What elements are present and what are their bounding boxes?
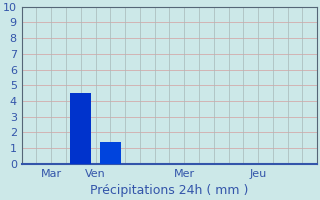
Bar: [100, 142, 121, 164]
Bar: [70, 93, 91, 164]
X-axis label: Précipitations 24h ( mm ): Précipitations 24h ( mm ): [90, 184, 249, 197]
